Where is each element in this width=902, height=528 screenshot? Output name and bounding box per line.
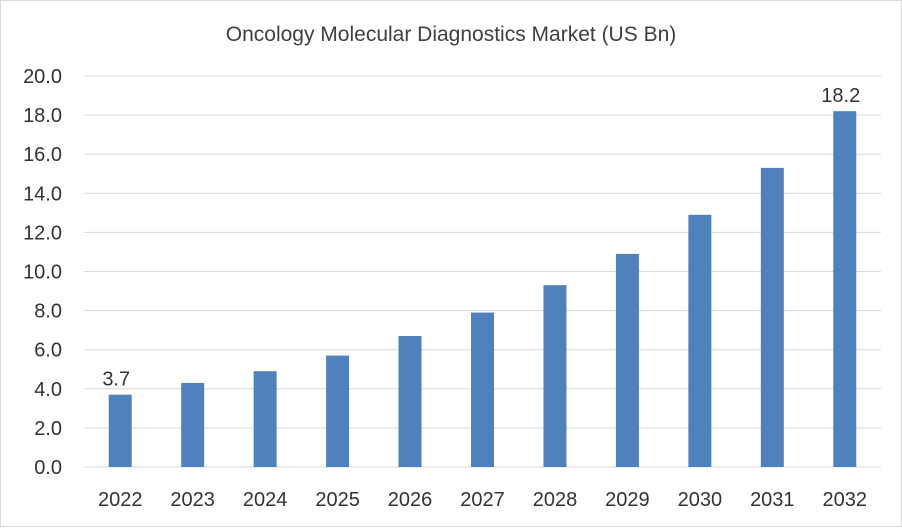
data-labels: 3.7 18.2 xyxy=(102,85,860,390)
data-label: 18.2 xyxy=(821,85,860,107)
x-tick-label: 2029 xyxy=(605,489,650,511)
y-tick-label: 0.0 xyxy=(34,457,62,479)
bar xyxy=(253,371,277,467)
x-tick-label: 2025 xyxy=(315,489,360,511)
y-axis-tick-labels: 0.0 2.0 4.0 6.0 8.0 10.0 12.0 14.0 16.0 18.0 20.0 xyxy=(23,66,62,479)
y-tick-label: 6.0 xyxy=(34,340,62,362)
y-tick-label: 20.0 xyxy=(23,66,62,88)
x-axis-tick-labels: 2022 2023 2024 2025 2026 2027 2028 2029 2030 2031… xyxy=(98,489,867,511)
x-tick-label: 2030 xyxy=(678,489,723,511)
x-tick-label: 2028 xyxy=(533,489,578,511)
y-tick-label: 18.0 xyxy=(23,105,62,127)
bar xyxy=(688,214,712,467)
x-tick-label: 2022 xyxy=(98,489,143,511)
bar xyxy=(833,111,857,467)
data-label: 3.7 xyxy=(102,369,130,391)
chart-title: Oncology Molecular Diagnostics Market (U… xyxy=(226,23,677,46)
gridlines xyxy=(84,75,881,468)
y-tick-label: 12.0 xyxy=(23,222,62,244)
bar xyxy=(108,394,132,467)
y-tick-label: 2.0 xyxy=(34,418,62,440)
x-tick-label: 2026 xyxy=(388,489,433,511)
x-tick-label: 2023 xyxy=(170,489,215,511)
bar xyxy=(471,312,494,467)
bar xyxy=(326,355,350,467)
bar xyxy=(760,167,784,467)
x-tick-label: 2027 xyxy=(460,489,505,511)
y-tick-label: 8.0 xyxy=(34,301,62,323)
bar xyxy=(181,382,205,467)
x-tick-label: 2024 xyxy=(243,489,288,511)
bar xyxy=(615,253,639,467)
y-tick-label: 14.0 xyxy=(23,183,62,205)
y-tick-label: 16.0 xyxy=(23,144,62,166)
y-tick-label: 4.0 xyxy=(34,379,62,401)
bar xyxy=(543,285,567,467)
bars xyxy=(108,111,857,467)
bar xyxy=(398,336,422,467)
x-tick-label: 2032 xyxy=(823,489,868,511)
x-tick-label: 2031 xyxy=(750,489,795,511)
y-tick-label: 10.0 xyxy=(23,262,62,284)
